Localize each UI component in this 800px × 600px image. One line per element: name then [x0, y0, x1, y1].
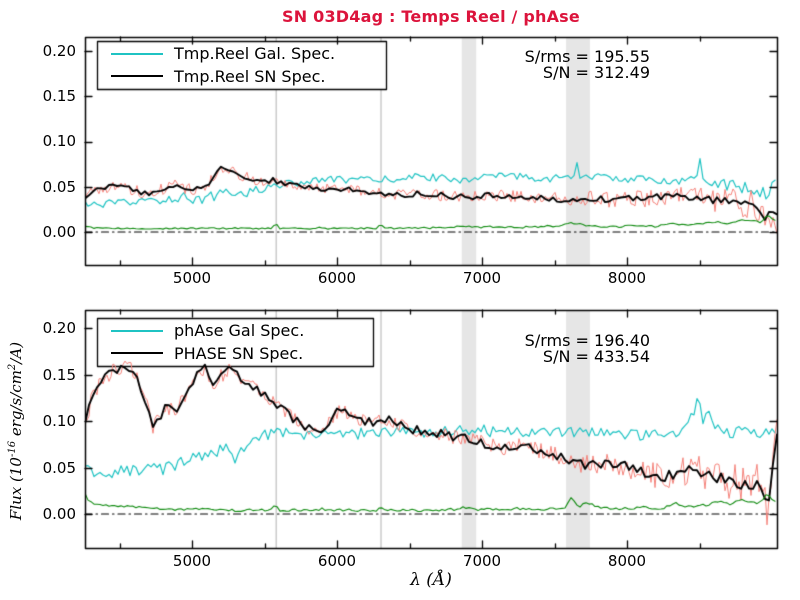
x-tick-label: 5000 — [172, 552, 212, 570]
legend-label: Tmp.Reel Gal. Spec. — [174, 44, 336, 64]
x-tick-label: 5000 — [172, 269, 212, 287]
galaxy-line-sample — [111, 329, 163, 332]
y-axis-label: Flux (10-16 erg/s/cm2/A) — [7, 310, 29, 552]
y-axis-label-text: /A) — [7, 341, 25, 364]
y-tick-label: 0.10 — [42, 132, 76, 150]
legend-phase: phAse Gal Spec. PHASE SN Spec. — [97, 318, 373, 366]
x-tick-label: 8000 — [607, 269, 647, 287]
legend-label: Tmp.Reel SN Spec. — [174, 66, 326, 86]
y-tick-label: 0.20 — [42, 42, 76, 60]
y-tick-label: 0.15 — [42, 87, 76, 105]
x-tick-label: 6000 — [317, 552, 357, 570]
y-axis-label-text: Flux (10 — [7, 457, 25, 521]
legend-entry: Tmp.Reel Gal. Spec. — [97, 44, 386, 64]
y-tick-label: 0.05 — [42, 178, 76, 196]
y-tick-label: 0.10 — [42, 412, 76, 430]
y-tick-label: 0.20 — [42, 319, 76, 337]
y-axis-label-text: erg/s/cm — [7, 370, 25, 441]
sn-line-sample — [111, 75, 163, 78]
x-tick-label: 7000 — [462, 552, 502, 570]
y-axis-label-exponent: 2 — [7, 363, 18, 371]
y-axis-label-exponent: -16 — [7, 440, 18, 458]
sn-ratio-value-bottom: S/N = 433.54 — [542, 347, 650, 366]
y-tick-label: 0.05 — [42, 459, 76, 477]
sn-line-sample — [111, 352, 163, 355]
y-tick-label: 0.00 — [42, 223, 76, 241]
figure-title: SN 03D4ag : Temps Reel / phAse — [282, 7, 580, 26]
srms-value-top: S/rms = 195.55 — [524, 47, 650, 66]
galaxy-line-sample — [111, 52, 163, 55]
legend-label: PHASE SN Spec. — [174, 343, 304, 363]
x-tick-label: 8000 — [607, 552, 647, 570]
legend-entry: PHASE SN Spec. — [97, 343, 373, 363]
sn-ratio-value-top: S/N = 312.49 — [542, 63, 650, 82]
legend-temps-reel: Tmp.Reel Gal. Spec. Tmp.Reel SN Spec. — [97, 41, 386, 89]
x-axis-label: λ (Å) — [410, 570, 452, 590]
legend-entry: phAse Gal Spec. — [97, 321, 373, 341]
y-tick-label: 0.00 — [42, 505, 76, 523]
y-tick-label: 0.15 — [42, 366, 76, 384]
x-tick-label: 7000 — [462, 269, 502, 287]
srms-value-bottom: S/rms = 196.40 — [524, 331, 650, 350]
legend-entry: Tmp.Reel SN Spec. — [97, 66, 386, 86]
legend-label: phAse Gal Spec. — [174, 321, 305, 341]
x-tick-label: 6000 — [317, 269, 357, 287]
